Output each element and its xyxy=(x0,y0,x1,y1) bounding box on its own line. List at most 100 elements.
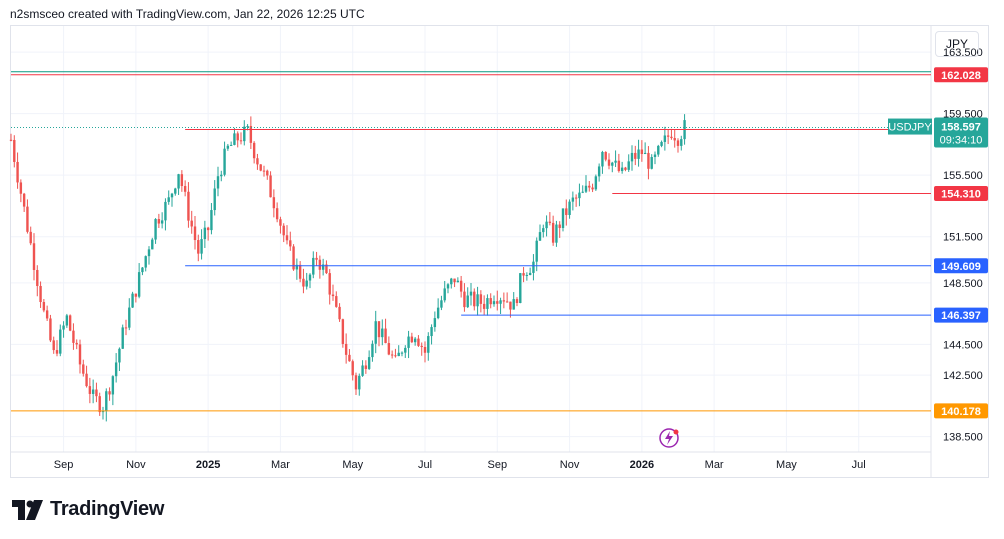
level-badge-support-140 xyxy=(934,403,988,419)
level-label-support-154: 154.310 xyxy=(941,188,981,200)
candle-body xyxy=(292,246,295,270)
candle-body xyxy=(496,301,499,304)
candle-body xyxy=(548,221,552,223)
level-label-support-146: 146.397 xyxy=(941,310,981,322)
candle-body xyxy=(423,346,427,353)
candle-body xyxy=(505,301,509,303)
candle-body xyxy=(637,149,640,159)
level-badge-support-154 xyxy=(934,185,988,201)
candle-body xyxy=(466,295,469,308)
currency-button[interactable]: JPY xyxy=(935,31,979,57)
candle-body xyxy=(95,389,98,397)
candle-body xyxy=(134,293,138,297)
y-tick-label: 138.500 xyxy=(943,432,983,444)
events-icon xyxy=(659,428,679,448)
candle-body xyxy=(13,139,16,162)
candle-body xyxy=(397,352,400,357)
candle-body xyxy=(62,325,65,330)
candle-body xyxy=(630,152,634,162)
candle-body xyxy=(364,365,368,369)
candle-body xyxy=(489,298,492,305)
tradingview-logo[interactable]: TradingView xyxy=(12,498,164,521)
candle-body xyxy=(105,391,108,412)
chart-credit: n2smsceo created with TradingView.com, J… xyxy=(10,7,365,21)
candle-body xyxy=(604,151,607,160)
candle-body xyxy=(101,411,105,413)
candle-body xyxy=(167,197,170,202)
candle-body xyxy=(542,228,545,233)
candle-body xyxy=(335,296,338,307)
candle-body xyxy=(390,354,394,356)
candle-body xyxy=(226,145,230,149)
candle-body xyxy=(453,278,456,283)
candle-body xyxy=(607,159,611,166)
candle-body xyxy=(121,327,124,349)
level-badge-support-146 xyxy=(934,307,988,323)
candle-body xyxy=(430,327,433,337)
candle-body xyxy=(59,329,62,354)
candle-body xyxy=(574,197,578,199)
candle-body xyxy=(417,338,420,346)
candle-body xyxy=(394,355,397,357)
candle-body xyxy=(318,259,322,270)
candle-body xyxy=(114,362,118,377)
candle-body xyxy=(75,342,78,345)
candle-body xyxy=(213,188,216,211)
candle-body xyxy=(216,176,220,189)
candle-body xyxy=(131,293,134,308)
x-tick-label: Nov xyxy=(126,459,146,471)
candle-body xyxy=(328,273,331,295)
candle-body xyxy=(680,139,683,146)
candle-body xyxy=(387,343,391,355)
candle-body xyxy=(147,249,151,257)
candle-body xyxy=(463,291,466,308)
candle-body xyxy=(259,164,262,171)
candle-body xyxy=(400,352,404,354)
candle-body xyxy=(170,193,174,198)
candle-body xyxy=(256,158,259,165)
events-dot-icon xyxy=(673,429,679,435)
candle-body xyxy=(407,336,410,348)
candle-body xyxy=(325,264,328,274)
candle-body xyxy=(666,135,670,137)
candle-body xyxy=(348,354,351,362)
candle-body xyxy=(45,310,49,319)
candle-body xyxy=(634,152,637,159)
candle-body xyxy=(377,321,381,338)
candle-body xyxy=(344,343,348,355)
candle-body xyxy=(614,160,617,163)
candle-body xyxy=(433,318,437,328)
candle-body xyxy=(413,338,417,343)
chart-frame[interactable] xyxy=(10,25,989,478)
tradingview-logo-icon xyxy=(12,499,43,520)
candle-body xyxy=(239,140,243,142)
y-tick-label: 151.500 xyxy=(943,232,983,244)
candle-body xyxy=(295,264,299,270)
candle-body xyxy=(331,294,335,297)
candle-body xyxy=(653,154,657,158)
candle-body xyxy=(220,174,223,177)
candle-body xyxy=(367,357,371,369)
candle-body xyxy=(384,328,387,344)
x-tick-label: Jul xyxy=(418,459,432,471)
candle-body xyxy=(427,336,430,353)
candle-body xyxy=(676,140,680,146)
candle-body xyxy=(16,161,19,183)
candle-body xyxy=(29,231,32,244)
candle-body xyxy=(528,272,532,275)
candle-body xyxy=(482,303,486,309)
candle-body xyxy=(174,188,177,194)
candle-body xyxy=(144,256,147,268)
candle-body xyxy=(551,222,555,243)
candle-body xyxy=(538,232,542,241)
candle-body xyxy=(476,294,479,307)
candle-body xyxy=(55,350,59,354)
candle-body xyxy=(183,186,187,192)
candle-body xyxy=(565,208,568,215)
candle-body xyxy=(72,330,75,343)
x-tick-label: 2025 xyxy=(196,459,220,471)
candle-body xyxy=(509,301,512,310)
candle-body xyxy=(302,278,305,287)
candle-body xyxy=(151,239,154,250)
